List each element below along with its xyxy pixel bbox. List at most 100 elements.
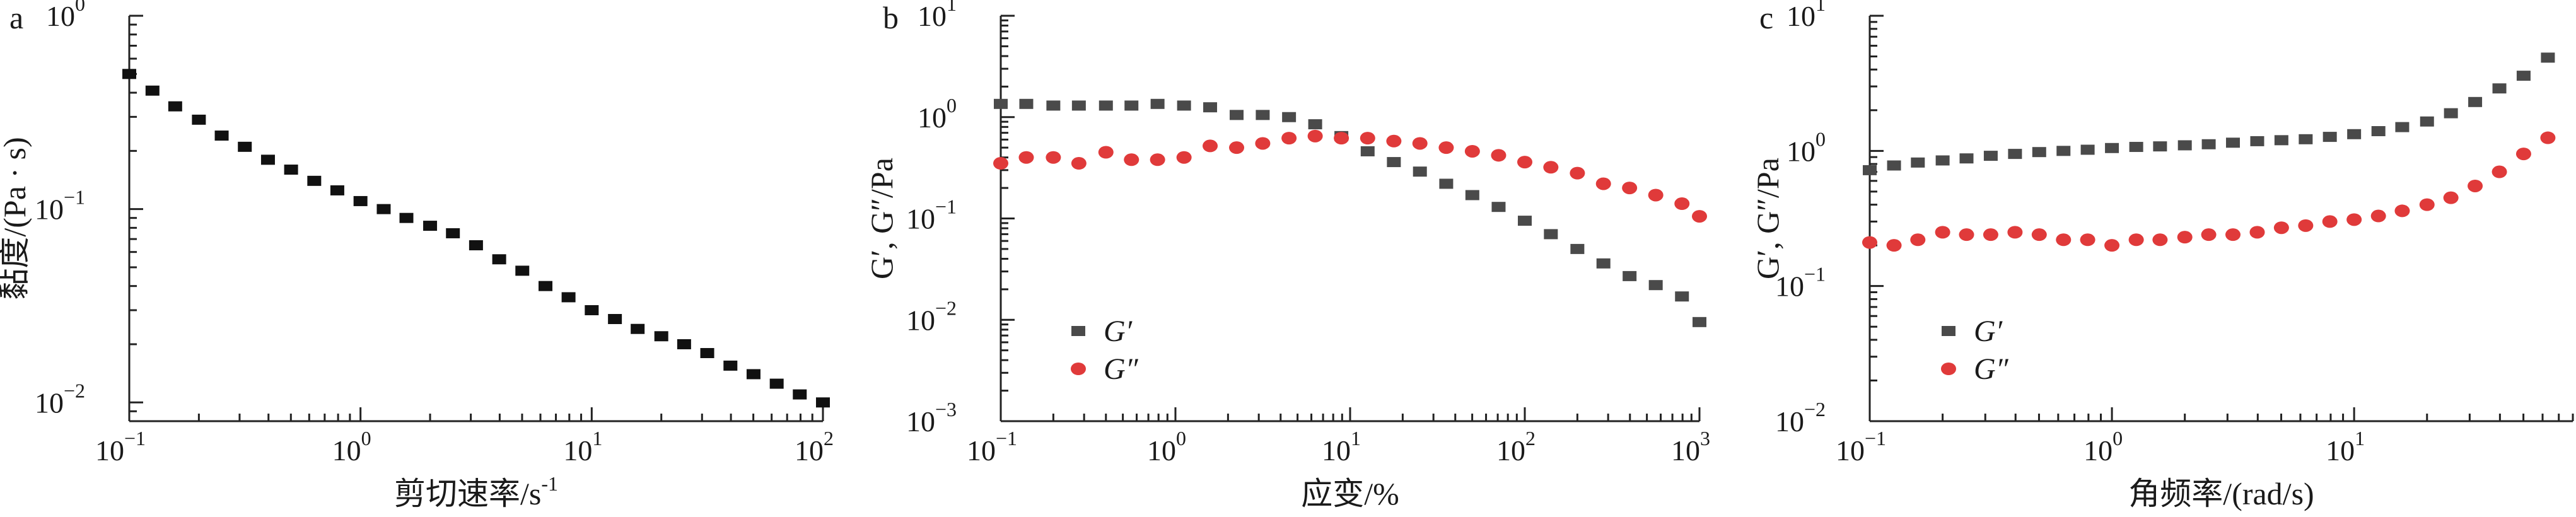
data-point bbox=[145, 85, 160, 96]
data-point bbox=[2468, 179, 2483, 192]
data-point bbox=[1935, 226, 1950, 239]
data-point bbox=[1570, 166, 1585, 180]
legend-label: G′ bbox=[1974, 315, 2003, 348]
x-tick-exp: −1 bbox=[996, 427, 1017, 450]
x-tick-base: 10 bbox=[563, 434, 592, 467]
series-a bbox=[994, 98, 1706, 327]
panel-letter: c bbox=[1759, 0, 1773, 35]
x-tick-label: 100 bbox=[2084, 427, 2123, 467]
data-point bbox=[1517, 156, 1532, 169]
legend-label: G″ bbox=[1104, 352, 1139, 386]
data-point bbox=[1203, 102, 1218, 113]
data-point bbox=[284, 165, 298, 175]
y-tick-base: 10 bbox=[1775, 270, 1804, 303]
x-tick-label: 101 bbox=[2326, 427, 2365, 467]
data-point bbox=[2153, 141, 2167, 152]
data-point bbox=[2540, 131, 2556, 144]
data-point bbox=[746, 369, 761, 380]
y-tick-exp: −2 bbox=[1804, 398, 1826, 421]
x-axis-title: 角频率/(rad/s) bbox=[2128, 476, 2314, 511]
data-point bbox=[1124, 100, 1139, 111]
y-tick-exp: −2 bbox=[935, 296, 957, 319]
data-point bbox=[1046, 151, 1061, 164]
data-point bbox=[2249, 226, 2265, 239]
y-tick-exp: −1 bbox=[64, 186, 85, 209]
series-b bbox=[993, 129, 1707, 223]
data-point bbox=[515, 265, 530, 276]
x-tick-base: 10 bbox=[1147, 434, 1176, 467]
data-point bbox=[2225, 137, 2240, 148]
legend-swatch bbox=[1071, 326, 1085, 336]
x-axis-title-main: 剪切速率/s bbox=[394, 476, 541, 511]
y-tick-label: 10−2 bbox=[906, 296, 957, 336]
data-point bbox=[2322, 132, 2337, 142]
x-tick-exp: 2 bbox=[824, 427, 834, 450]
x-axis-title-sup: -1 bbox=[541, 472, 558, 495]
data-point bbox=[1518, 216, 1532, 226]
y-tick-exp: 0 bbox=[947, 94, 957, 117]
y-tick-exp: −1 bbox=[935, 195, 957, 218]
data-point bbox=[723, 360, 738, 371]
x-tick-label: 100 bbox=[1147, 427, 1186, 467]
data-point bbox=[1360, 132, 1375, 145]
data-point bbox=[1935, 155, 1950, 166]
data-point bbox=[1439, 178, 1454, 189]
data-point bbox=[1648, 280, 1663, 291]
legend: G′ G″ bbox=[1071, 315, 1139, 386]
data-point bbox=[1334, 132, 1349, 145]
data-point bbox=[1177, 100, 1191, 111]
y-tick-label: 101 bbox=[1786, 0, 1826, 32]
data-point bbox=[1886, 239, 1902, 252]
data-point bbox=[168, 101, 182, 112]
y-tick-exp: −3 bbox=[935, 398, 957, 421]
data-point bbox=[260, 154, 275, 165]
y-tick-label: 100 bbox=[1786, 127, 1826, 167]
x-tick-base: 10 bbox=[332, 434, 361, 467]
x-tick-exp: 2 bbox=[1525, 427, 1536, 450]
data-point bbox=[1018, 151, 1034, 164]
data-point bbox=[2394, 204, 2410, 218]
y-tick-base: 10 bbox=[1775, 405, 1804, 438]
data-point bbox=[1308, 119, 1322, 130]
data-point bbox=[994, 98, 1008, 109]
data-point bbox=[1255, 137, 1271, 150]
data-point bbox=[1491, 149, 1507, 162]
data-point bbox=[2225, 228, 2241, 241]
y-tick-base: 10 bbox=[906, 405, 935, 438]
y-axis-title: G′, G″/Pa bbox=[864, 158, 899, 279]
data-point bbox=[1360, 146, 1375, 156]
data-point bbox=[2322, 215, 2338, 228]
data-point bbox=[1098, 146, 1114, 159]
x-tick-exp: 3 bbox=[1700, 427, 1710, 450]
y-tick-label: 101 bbox=[918, 0, 957, 32]
data-point bbox=[1570, 243, 1585, 254]
data-point bbox=[1543, 161, 1559, 174]
y-tick-base: 10 bbox=[918, 0, 947, 32]
y-tick-label: 100 bbox=[918, 94, 957, 134]
data-point bbox=[2104, 239, 2120, 252]
y-tick-exp: 0 bbox=[1815, 127, 1826, 150]
data-point bbox=[2298, 219, 2314, 232]
x-tick-label: 10−1 bbox=[967, 427, 1017, 467]
data-point bbox=[816, 397, 830, 408]
data-point bbox=[608, 314, 622, 325]
data-point bbox=[1413, 166, 1427, 177]
x-tick-exp: −1 bbox=[124, 427, 146, 450]
y-tick-base: 10 bbox=[918, 102, 947, 134]
x-axis-title-main: 应变/% bbox=[1301, 476, 1399, 511]
y-tick-exp: −1 bbox=[1804, 263, 1826, 286]
data-point bbox=[307, 175, 322, 186]
data-point bbox=[2032, 147, 2046, 158]
data-point bbox=[2250, 136, 2264, 146]
x-tick-label: 101 bbox=[563, 427, 602, 467]
x-tick-label: 10−1 bbox=[1836, 427, 1886, 467]
data-point bbox=[1176, 151, 1192, 164]
data-point bbox=[2444, 108, 2458, 119]
data-point bbox=[1983, 151, 1998, 161]
data-point bbox=[214, 131, 229, 141]
data-point bbox=[446, 228, 460, 238]
data-point bbox=[700, 348, 714, 359]
x-axis-title: 剪切速率/s-1 bbox=[394, 472, 558, 511]
data-point bbox=[993, 157, 1008, 170]
data-point bbox=[2274, 135, 2288, 146]
